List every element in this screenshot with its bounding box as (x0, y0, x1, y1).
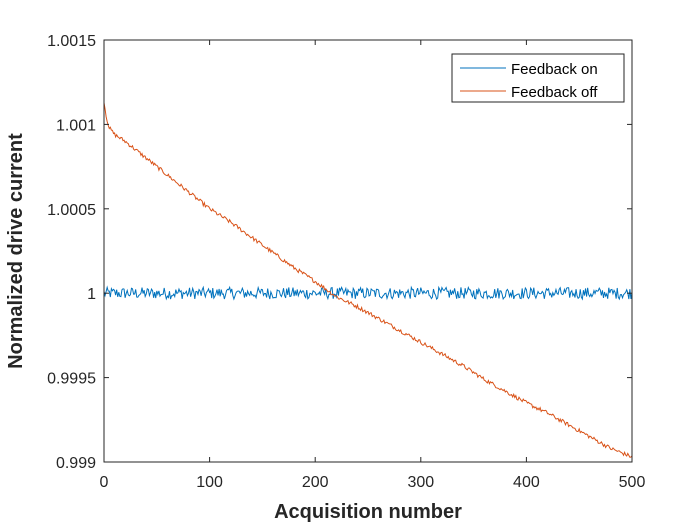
x-axis-label: Acquisition number (274, 501, 462, 523)
y-tick-label: 0.999 (56, 455, 96, 472)
y-tick-label: 1 (87, 286, 96, 303)
y-tick-label: 1.0005 (47, 202, 96, 219)
legend: Feedback on Feedback off (451, 53, 625, 103)
series-line-feedback-on (103, 285, 633, 301)
x-tick-label: 500 (619, 474, 646, 491)
axes-box (103, 39, 633, 463)
y-tick-label: 0.9995 (47, 371, 96, 388)
legend-label-feedback-off: Feedback off (511, 84, 598, 101)
y-tick-label: 1.001 (56, 117, 96, 134)
x-tick-label: 100 (196, 474, 223, 491)
legend-label-feedback-on: Feedback on (511, 61, 598, 78)
tick-layer: 0 100 200 300 400 500 0.999 0.9995 1 1.0005 1.001 1… (47, 33, 645, 491)
y-tick-label: 1.0015 (47, 33, 96, 50)
y-axis-label: Normalized drive current (5, 133, 27, 369)
series-layer (103, 102, 633, 458)
x-tick-label: 300 (407, 474, 434, 491)
x-tick-label: 200 (302, 474, 329, 491)
legend-box (451, 53, 625, 103)
x-tick-label: 0 (100, 474, 109, 491)
series-line-feedback-off (103, 102, 633, 458)
plot-area (104, 40, 632, 462)
x-tick-label: 400 (513, 474, 540, 491)
